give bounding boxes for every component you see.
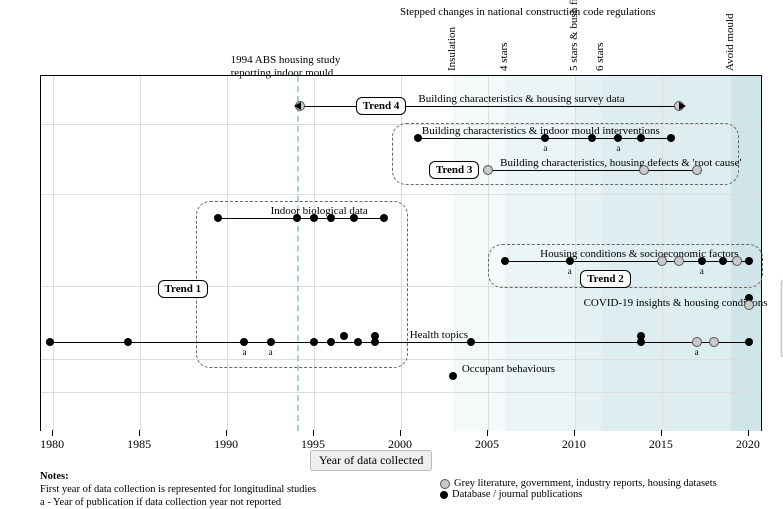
data-point (698, 257, 706, 265)
legend: Grey literature, government, industry re… (440, 478, 717, 500)
legend-item-journal: Database / journal publications (440, 489, 717, 500)
x-tick: 1980 (40, 437, 64, 452)
topic-label: COVID-19 insights & housing conditions (584, 297, 768, 309)
code-band-label: 4 stars (498, 43, 510, 71)
code-band-label: Insulation (446, 27, 458, 71)
data-point (380, 214, 388, 222)
x-tick: 1995 (301, 437, 325, 452)
footnote-a: a (695, 347, 699, 357)
code-header: Stepped changes in national construction… (400, 6, 655, 18)
topic-label: Health topics (410, 329, 468, 341)
data-point (637, 338, 645, 346)
footnote-a: a (616, 143, 620, 153)
data-point (449, 372, 457, 380)
dashline-annotation: 1994 ABS housing studyreporting indoor m… (231, 54, 341, 80)
legend-label-journal: Database / journal publications (452, 489, 582, 500)
data-point (744, 300, 754, 310)
footnote-a: a (242, 347, 246, 357)
x-tick: 1985 (127, 437, 151, 452)
arrowhead (294, 102, 301, 110)
data-point (483, 165, 493, 175)
data-point (637, 134, 645, 142)
data-point (674, 256, 684, 266)
topic-label: Building characteristics & housing surve… (418, 93, 624, 105)
data-point (745, 338, 753, 346)
data-point (709, 337, 719, 347)
code-band-label: 5 stars & bush fire code (568, 0, 580, 71)
notes-block: Notes: First year of data collection is … (40, 470, 316, 509)
legend-marker-journal (440, 491, 448, 499)
data-point (566, 257, 574, 265)
x-tick: 2005 (475, 437, 499, 452)
x-tick: 2010 (562, 437, 586, 452)
timeline-chart: Building characteristics & housing surve… (0, 0, 783, 509)
x-tick: 1990 (214, 437, 238, 452)
data-point (719, 257, 727, 265)
data-point (467, 338, 475, 346)
data-point (310, 214, 318, 222)
x-axis-title: Year of data collected (310, 450, 432, 471)
note-line-1: a - Year of publication if data collecti… (40, 497, 281, 508)
topic-label: Building characteristics, housing defect… (500, 157, 741, 169)
legend-label-grey: Grey literature, government, industry re… (454, 478, 717, 489)
data-point (745, 257, 753, 265)
data-point (371, 332, 379, 340)
data-point (327, 214, 335, 222)
data-point (350, 214, 358, 222)
trend-badge: Trend 1 (158, 280, 209, 298)
data-point (501, 257, 509, 265)
data-point (639, 165, 649, 175)
data-point (340, 332, 348, 340)
data-point (46, 338, 54, 346)
footnote-a: a (543, 143, 547, 153)
footnote-a: a (568, 266, 572, 276)
data-point (588, 134, 596, 142)
footnote-a: a (269, 347, 273, 357)
legend-item-grey: Grey literature, government, industry re… (440, 478, 717, 489)
x-tick: 2020 (736, 437, 760, 452)
data-point (414, 134, 422, 142)
trend-badge: Trend 2 (580, 270, 631, 288)
data-point (354, 338, 362, 346)
data-point (124, 338, 132, 346)
data-point (267, 338, 275, 346)
code-band-label: Avoid mould (724, 13, 736, 71)
x-tick: 2000 (388, 437, 412, 452)
data-point (614, 134, 622, 142)
data-point (667, 134, 675, 142)
footnote-a: a (700, 266, 704, 276)
data-point (327, 338, 335, 346)
trend-badge: Trend 3 (429, 161, 480, 179)
note-line-0: First year of data collection is represe… (40, 484, 316, 495)
plot-area: Building characteristics & housing surve… (40, 75, 762, 431)
x-tick: 2015 (649, 437, 673, 452)
code-band-label: 6 stars (594, 43, 606, 71)
data-point (657, 256, 667, 266)
arrowhead (679, 102, 686, 110)
data-point (692, 337, 702, 347)
legend-marker-grey (440, 479, 450, 489)
data-point (732, 256, 742, 266)
data-point (214, 214, 222, 222)
notes-title: Notes: (40, 471, 69, 482)
data-point (240, 338, 248, 346)
topic-label: Occupant behaviours (462, 363, 555, 375)
data-point (692, 165, 702, 175)
trend-badge: Trend 4 (356, 97, 407, 115)
data-point (541, 134, 549, 142)
data-point (293, 214, 301, 222)
data-point (310, 338, 318, 346)
